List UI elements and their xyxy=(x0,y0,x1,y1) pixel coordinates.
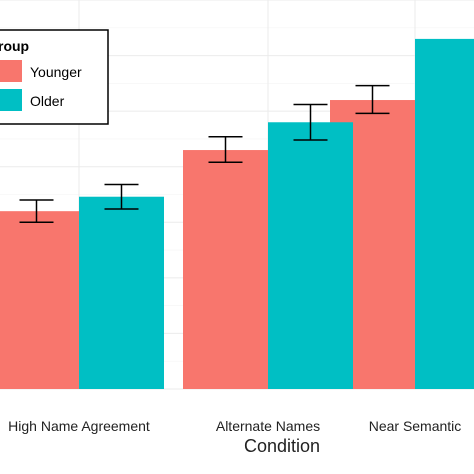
x-axis-title: Condition xyxy=(244,436,320,456)
error-bars xyxy=(19,84,390,224)
x-tick-label: High Name Agreement xyxy=(8,418,150,434)
x-tick-label: Near Semantic xyxy=(369,418,462,434)
bar-younger xyxy=(0,211,79,389)
legend-label-younger: Younger xyxy=(30,64,82,80)
x-tick-label: Alternate Names xyxy=(216,418,320,434)
x-tick-labels: High Name Agreement Alternate Names Near S… xyxy=(8,418,461,434)
legend-swatch-younger xyxy=(0,60,22,82)
bar-older xyxy=(79,196,164,389)
legend-title: roup xyxy=(0,38,29,54)
bar-older xyxy=(415,38,474,390)
legend: roup Younger Older xyxy=(0,29,109,125)
bar-older xyxy=(268,122,353,389)
legend-label-older: Older xyxy=(30,93,65,109)
legend-swatch-older xyxy=(0,89,22,111)
bars xyxy=(0,38,474,390)
bar-younger xyxy=(183,150,268,389)
